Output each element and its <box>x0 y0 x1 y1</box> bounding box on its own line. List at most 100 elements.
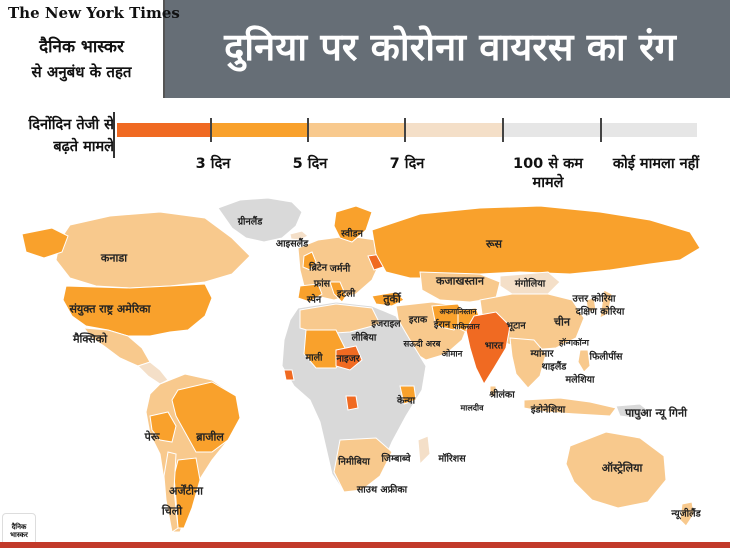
label-australia: ऑस्ट्रेलिया <box>601 461 643 475</box>
label-mali: माली <box>305 352 323 364</box>
label-saudi-arabia: सऊदी अरब <box>403 339 441 350</box>
label-bhutan: भूटान <box>506 320 526 332</box>
label-peru: पेरू <box>144 430 160 444</box>
legend-label-5-days: 5 दिन <box>292 156 328 172</box>
label-libya: लीबिया <box>351 332 377 344</box>
land-central-america <box>137 361 169 385</box>
bottom-rule <box>0 542 730 548</box>
legend-divider <box>113 112 115 158</box>
land-usa <box>62 283 213 337</box>
label-mexico: मैक्सिको <box>72 332 108 346</box>
label-malaysia: मलेशिया <box>565 374 595 386</box>
label-iraq: इराक <box>408 314 428 326</box>
bhaskar-logo: दैनिक भास्कर <box>2 513 36 547</box>
legend-swatch-3-days <box>117 123 211 137</box>
legend-tick <box>404 118 406 142</box>
label-zimbabwe: जिम्बाब्वे <box>381 453 411 465</box>
headline: दुनिया पर कोरोना वायरस का रंग <box>224 25 676 69</box>
label-israel: इजराइल <box>371 318 401 330</box>
label-sweden: स्वीडन <box>341 228 363 240</box>
label-namibia: निमीबिया <box>338 456 370 468</box>
land-southeast-asia <box>509 337 547 389</box>
label-britain: ब्रिटेन <box>309 262 327 274</box>
land-italy <box>329 281 347 303</box>
world-map <box>21 197 701 533</box>
bhaskar-logo-text: दैनिक भास्कर <box>10 523 28 539</box>
legend-swatch-5-days <box>211 123 308 137</box>
label-hong-kong: हॉन्गकॉन्ग <box>559 338 589 349</box>
label-canada: कनाडा <box>100 251 128 265</box>
label-germany: जर्मनी <box>329 263 351 275</box>
legend-label-7-days: 7 दिन <box>389 156 425 172</box>
legend-swatch-7-days <box>308 123 405 137</box>
label-indonesia: इंडोनेशिया <box>530 404 566 416</box>
label-iran: ईरान <box>433 319 451 331</box>
land-kenya <box>399 385 417 405</box>
legend-title: दिनोंदिन तेजी से बढ़ते मामले <box>28 117 114 155</box>
land-uk <box>302 251 317 271</box>
land-spain <box>297 283 323 303</box>
land-philippines <box>577 349 591 373</box>
land-peru <box>149 411 177 443</box>
label-north-korea: उत्तर कोरिया <box>572 293 616 305</box>
label-sri-lanka: श्रीलंका <box>489 389 515 401</box>
header-banner: The New York Times दैनिक भास्कर से अनुबं… <box>0 0 730 98</box>
label-pakistan: पाकिस्तान <box>452 322 480 331</box>
land-niger <box>335 345 363 371</box>
land-west-africa <box>283 369 295 381</box>
legend-swatch-under-100 <box>405 123 503 137</box>
label-south-africa: साउथ अफ्रीका <box>356 484 408 496</box>
land-papua-new-guinea <box>615 403 651 419</box>
nyt-logo: The New York Times <box>8 4 180 22</box>
label-oman: ओमान <box>441 349 463 360</box>
legend-label-under-100: 100 से कम मामले <box>513 156 583 191</box>
land-korea <box>585 297 597 313</box>
legend-label-3-days: 3 दिन <box>195 156 231 172</box>
land-iceland <box>289 230 309 241</box>
label-mongolia: मंगोलिया <box>514 278 546 290</box>
land-sri-lanka <box>489 385 497 397</box>
label-chile: चिली <box>161 504 183 518</box>
label-india: भारत <box>484 340 504 352</box>
label-south-korea: दक्षिण कोरिया <box>575 306 625 318</box>
partner-name: दैनिक भास्कर <box>39 37 124 57</box>
brand-box: The New York Times दैनिक भास्कर से अनुबं… <box>0 0 180 98</box>
legend-tick <box>600 118 602 142</box>
land-turkey <box>371 291 405 307</box>
partner-subtitle: से अनुबंध के तहत <box>31 63 132 81</box>
label-argentina: अर्जेंटीना <box>169 484 203 498</box>
label-afghanistan: अफगानिस्तान <box>439 307 477 316</box>
legend-tick <box>307 118 309 142</box>
land-new-zealand <box>679 501 695 527</box>
label-turkey: तुर्की <box>383 292 401 306</box>
label-philippines: फिलीपींस <box>589 351 623 363</box>
label-italy: इटली <box>336 288 356 300</box>
land-indonesia <box>523 397 617 417</box>
land-alaska <box>21 227 69 259</box>
label-papua-new-guinea: पापुआ न्यू गिनी <box>625 406 687 420</box>
legend-tick <box>210 118 212 142</box>
land-brazil <box>171 381 241 453</box>
label-kenya: केन्या <box>396 395 416 407</box>
label-maldives: मालदीव <box>460 403 484 413</box>
label-china: चीन <box>554 315 570 329</box>
land-japan <box>599 289 613 319</box>
land-greenland <box>217 197 303 243</box>
label-mauritius: मॉरिशस <box>438 453 466 465</box>
label-russia: रूस <box>486 237 502 251</box>
land-madagascar <box>417 435 431 466</box>
label-niger: नाइजर <box>336 353 360 365</box>
label-new-zealand: न्यूजीलैंड <box>671 508 701 520</box>
legend-label-no-cases: कोई मामला नहीं <box>612 156 700 172</box>
label-usa: संयुक्त राष्ट्र अमेरिका <box>69 302 151 316</box>
label-greenland: ग्रीनलैंड <box>237 216 263 228</box>
land-russia <box>371 205 701 279</box>
label-thailand: थाइलैंड <box>541 361 567 373</box>
label-myanmar: म्यांमार <box>530 348 554 360</box>
land-north-africa <box>299 303 381 335</box>
label-kazakhstan: कजाखस्तान <box>436 274 484 288</box>
land-southern-africa <box>333 437 393 493</box>
label-spain: स्पेन <box>306 294 322 306</box>
land-canada <box>55 211 251 289</box>
